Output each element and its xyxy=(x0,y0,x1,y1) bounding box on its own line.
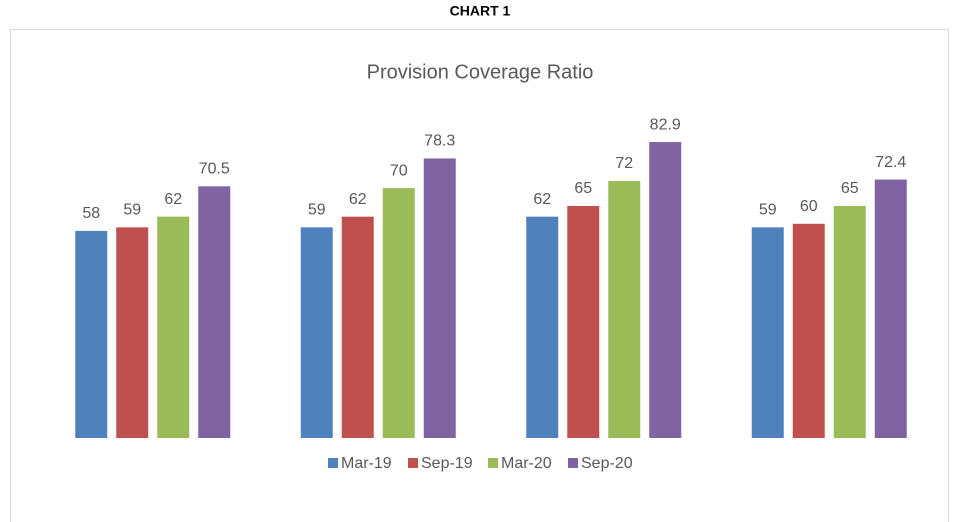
bar xyxy=(526,216,559,438)
data-label: 65 xyxy=(841,180,859,197)
legend-swatch xyxy=(328,458,338,468)
bar xyxy=(649,142,682,438)
data-label: 78.3 xyxy=(424,133,455,150)
data-label: 72 xyxy=(615,155,633,172)
data-label: 62 xyxy=(349,191,367,208)
data-label: 62 xyxy=(164,191,182,208)
chart-supertitle: CHART 1 xyxy=(450,3,511,19)
bar xyxy=(300,227,333,438)
data-label: 59 xyxy=(123,202,141,219)
bar xyxy=(874,179,907,439)
bar xyxy=(608,180,641,438)
bar xyxy=(341,216,374,438)
legend-label: Sep-20 xyxy=(581,455,633,472)
legend-swatch xyxy=(488,458,498,468)
bar xyxy=(116,227,149,438)
data-label: 70 xyxy=(390,162,408,179)
legend-label: Mar-19 xyxy=(341,455,392,472)
bar xyxy=(423,158,456,438)
legend-label: Sep-19 xyxy=(421,455,473,472)
bar xyxy=(157,216,190,438)
data-label: 65 xyxy=(574,180,592,197)
bar xyxy=(567,205,600,438)
data-label: 59 xyxy=(759,202,777,219)
data-label: 60 xyxy=(800,198,818,215)
data-label: 70.5 xyxy=(199,161,230,178)
bar xyxy=(751,227,784,438)
legend-swatch xyxy=(408,458,418,468)
bar xyxy=(833,205,866,438)
data-label: 72.4 xyxy=(875,154,906,171)
data-label: 82.9 xyxy=(650,116,681,133)
bar xyxy=(198,186,231,438)
legend-label: Mar-20 xyxy=(501,455,552,472)
chart-title: Provision Coverage Ratio xyxy=(367,61,594,83)
bar xyxy=(75,230,108,438)
data-label: 59 xyxy=(308,202,326,219)
data-label: 58 xyxy=(82,205,100,222)
bar xyxy=(382,188,415,438)
legend-swatch xyxy=(568,458,578,468)
data-label: 62 xyxy=(533,191,551,208)
bar xyxy=(792,223,825,438)
